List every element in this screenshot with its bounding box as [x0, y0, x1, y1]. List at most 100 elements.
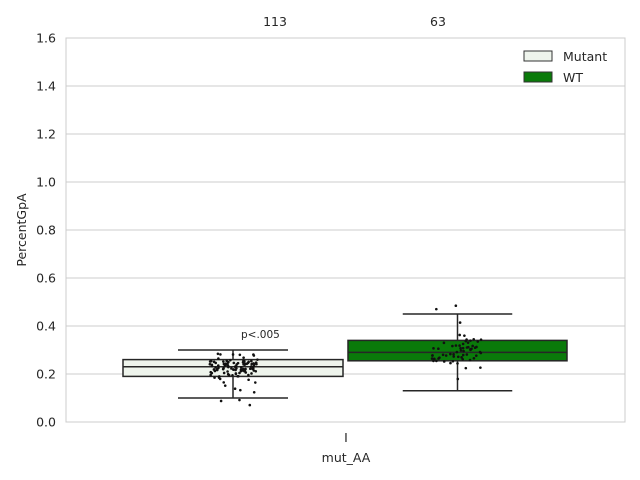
data-point	[473, 346, 477, 350]
data-point	[441, 353, 445, 357]
data-point	[250, 359, 253, 363]
data-point	[442, 341, 446, 345]
data-point	[229, 358, 232, 362]
data-point	[461, 353, 465, 357]
data-point	[210, 371, 214, 375]
data-point	[248, 403, 252, 407]
data-point	[226, 362, 229, 366]
data-point	[235, 367, 238, 370]
data-point	[242, 356, 245, 359]
data-point	[459, 349, 463, 352]
data-point	[464, 366, 468, 370]
data-point	[479, 338, 483, 341]
data-point	[241, 361, 245, 364]
data-point	[478, 350, 482, 354]
data-point	[461, 342, 465, 346]
data-point	[208, 362, 212, 366]
data-point	[465, 338, 468, 341]
data-point	[238, 371, 241, 375]
y-tick-label: 0.2	[36, 367, 56, 382]
data-point	[432, 357, 436, 361]
data-point	[239, 366, 243, 369]
data-point	[208, 360, 212, 363]
data-point	[219, 353, 222, 356]
data-point	[476, 340, 480, 343]
legend: Mutant WT	[523, 49, 607, 85]
count-label-wt: 63	[430, 14, 446, 29]
data-point	[209, 373, 212, 377]
data-point	[442, 360, 446, 363]
data-point	[253, 381, 257, 384]
data-point	[444, 354, 448, 357]
data-point	[254, 361, 258, 365]
data-point	[251, 367, 254, 371]
data-point	[430, 357, 434, 360]
data-point	[472, 356, 476, 360]
data-point	[247, 360, 250, 364]
data-point	[235, 363, 238, 366]
data-point	[474, 354, 478, 357]
plot-frame	[65, 37, 626, 423]
data-point	[461, 346, 465, 350]
jitter-points	[208, 304, 483, 407]
data-point	[256, 358, 259, 361]
data-point	[461, 358, 465, 361]
data-point	[222, 360, 225, 363]
data-point	[248, 367, 252, 371]
y-tick-label: 0.4	[36, 319, 56, 334]
data-point	[466, 341, 470, 344]
data-point	[217, 375, 221, 378]
data-point	[212, 368, 216, 371]
data-point	[213, 376, 216, 379]
data-point	[452, 353, 455, 356]
y-axis-title: PercentGpA	[14, 193, 29, 267]
data-point	[216, 352, 220, 356]
data-point	[454, 304, 458, 308]
data-point	[252, 354, 256, 357]
data-point	[452, 355, 456, 358]
data-point	[456, 355, 460, 359]
legend-label-mutant: Mutant	[563, 49, 607, 64]
data-point	[465, 353, 469, 356]
data-point	[226, 370, 229, 373]
data-point	[223, 384, 227, 387]
count-labels: 113 63	[263, 14, 446, 29]
data-point	[458, 321, 462, 324]
data-point	[227, 360, 230, 364]
data-point	[230, 367, 233, 370]
data-point	[217, 357, 220, 360]
y-tick-label: 1.6	[36, 31, 56, 46]
data-point	[468, 358, 472, 362]
data-point	[221, 367, 225, 371]
data-point	[435, 307, 438, 311]
data-point	[254, 369, 258, 373]
iqr-box	[347, 339, 568, 362]
y-tick-label: 1.2	[36, 127, 56, 142]
data-point	[250, 372, 253, 375]
y-tick-label: 0.0	[36, 415, 56, 430]
x-tick-label-I: I	[344, 430, 348, 445]
x-axis-title: mut_AA	[322, 450, 371, 465]
y-tick-labels: 0.0 0.2 0.4 0.6 0.8 1.0 1.2 1.4 1.6	[36, 31, 56, 430]
data-point	[467, 345, 470, 349]
data-point	[218, 377, 222, 381]
data-point	[438, 356, 441, 359]
data-point	[456, 362, 459, 365]
data-point	[469, 348, 472, 352]
data-point	[252, 390, 256, 394]
data-point	[458, 344, 461, 347]
data-point	[437, 347, 440, 350]
legend-swatch-mutant	[523, 50, 553, 62]
data-point	[222, 371, 226, 375]
data-point	[231, 353, 235, 356]
data-point	[431, 354, 434, 357]
data-point	[219, 399, 223, 403]
legend-label-wt: WT	[563, 70, 583, 85]
data-point	[247, 373, 250, 377]
legend-swatch-wt	[523, 71, 553, 83]
data-point	[463, 334, 466, 337]
data-point	[250, 362, 253, 366]
data-point	[241, 369, 244, 372]
data-point	[472, 337, 476, 341]
